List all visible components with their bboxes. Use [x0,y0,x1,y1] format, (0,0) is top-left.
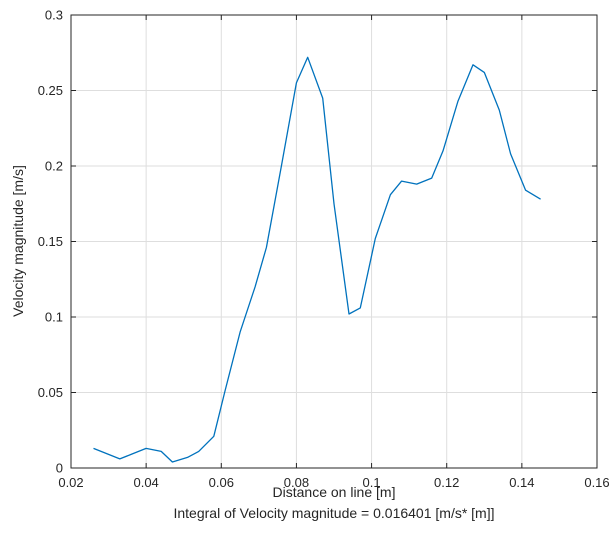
series-layer [93,56,541,463]
series-point [307,57,308,58]
series-point [525,190,526,191]
series-point [161,451,162,452]
series-point [172,461,173,462]
x-tick-label: 0.04 [133,475,158,490]
series-point [375,238,376,239]
x-tick-label: 0.16 [584,475,609,490]
series-point [224,390,225,391]
series-line [93,56,541,463]
series-point [348,313,349,314]
grid-layer [70,14,598,469]
series-point [239,332,240,333]
x-tick-label: 0.02 [58,475,83,490]
integral-caption: Integral of Velocity magnitude = 0.01640… [173,505,494,521]
series-point [104,452,105,453]
series-point [198,451,199,452]
series-point [457,100,458,101]
y-tick-label: 0.25 [38,83,63,98]
axes-layer [70,14,598,469]
series-point [431,177,432,178]
series-point [131,454,132,455]
series-point [146,448,147,449]
series-point [499,110,500,111]
y-tick-label: 0.1 [45,310,63,325]
series-point [296,82,297,83]
series-point [333,203,334,204]
x-tick-label: 0.14 [509,475,534,490]
series-point [472,64,473,65]
y-tick-label: 0 [56,461,63,476]
series-point [213,436,214,437]
series-point [401,181,402,182]
y-tick-label: 0.15 [38,234,63,249]
x-tick-label: 0.12 [434,475,459,490]
series-point [442,150,443,151]
x-tick-label: 0.08 [284,475,309,490]
y-tick-label: 0.2 [45,159,63,174]
y-tick-label: 0.05 [38,385,63,400]
series-point [255,286,256,287]
series-point [266,247,267,248]
series-point [416,184,417,185]
y-axis-label: Velocity magnitude [m/s] [10,165,26,317]
series-point [510,153,511,154]
tick-label-layer: 0.02 0.04 0.06 0.08 0.1 0.12 0.14 0.16 0 0.05 0.1 0… [38,8,610,491]
x-tick-label: 0.1 [363,475,381,490]
series-point [93,448,94,449]
series-point [484,72,485,73]
series-point [390,194,391,195]
x-tick-label: 0.06 [209,475,234,490]
y-tick-label: 0.3 [45,8,63,23]
series-point [187,457,188,458]
series-point [360,307,361,308]
series-point [322,97,323,98]
series-point [540,199,541,200]
series-point [119,458,120,459]
series-point [281,165,282,166]
x-axis-label: Distance on line [m] [273,484,396,500]
